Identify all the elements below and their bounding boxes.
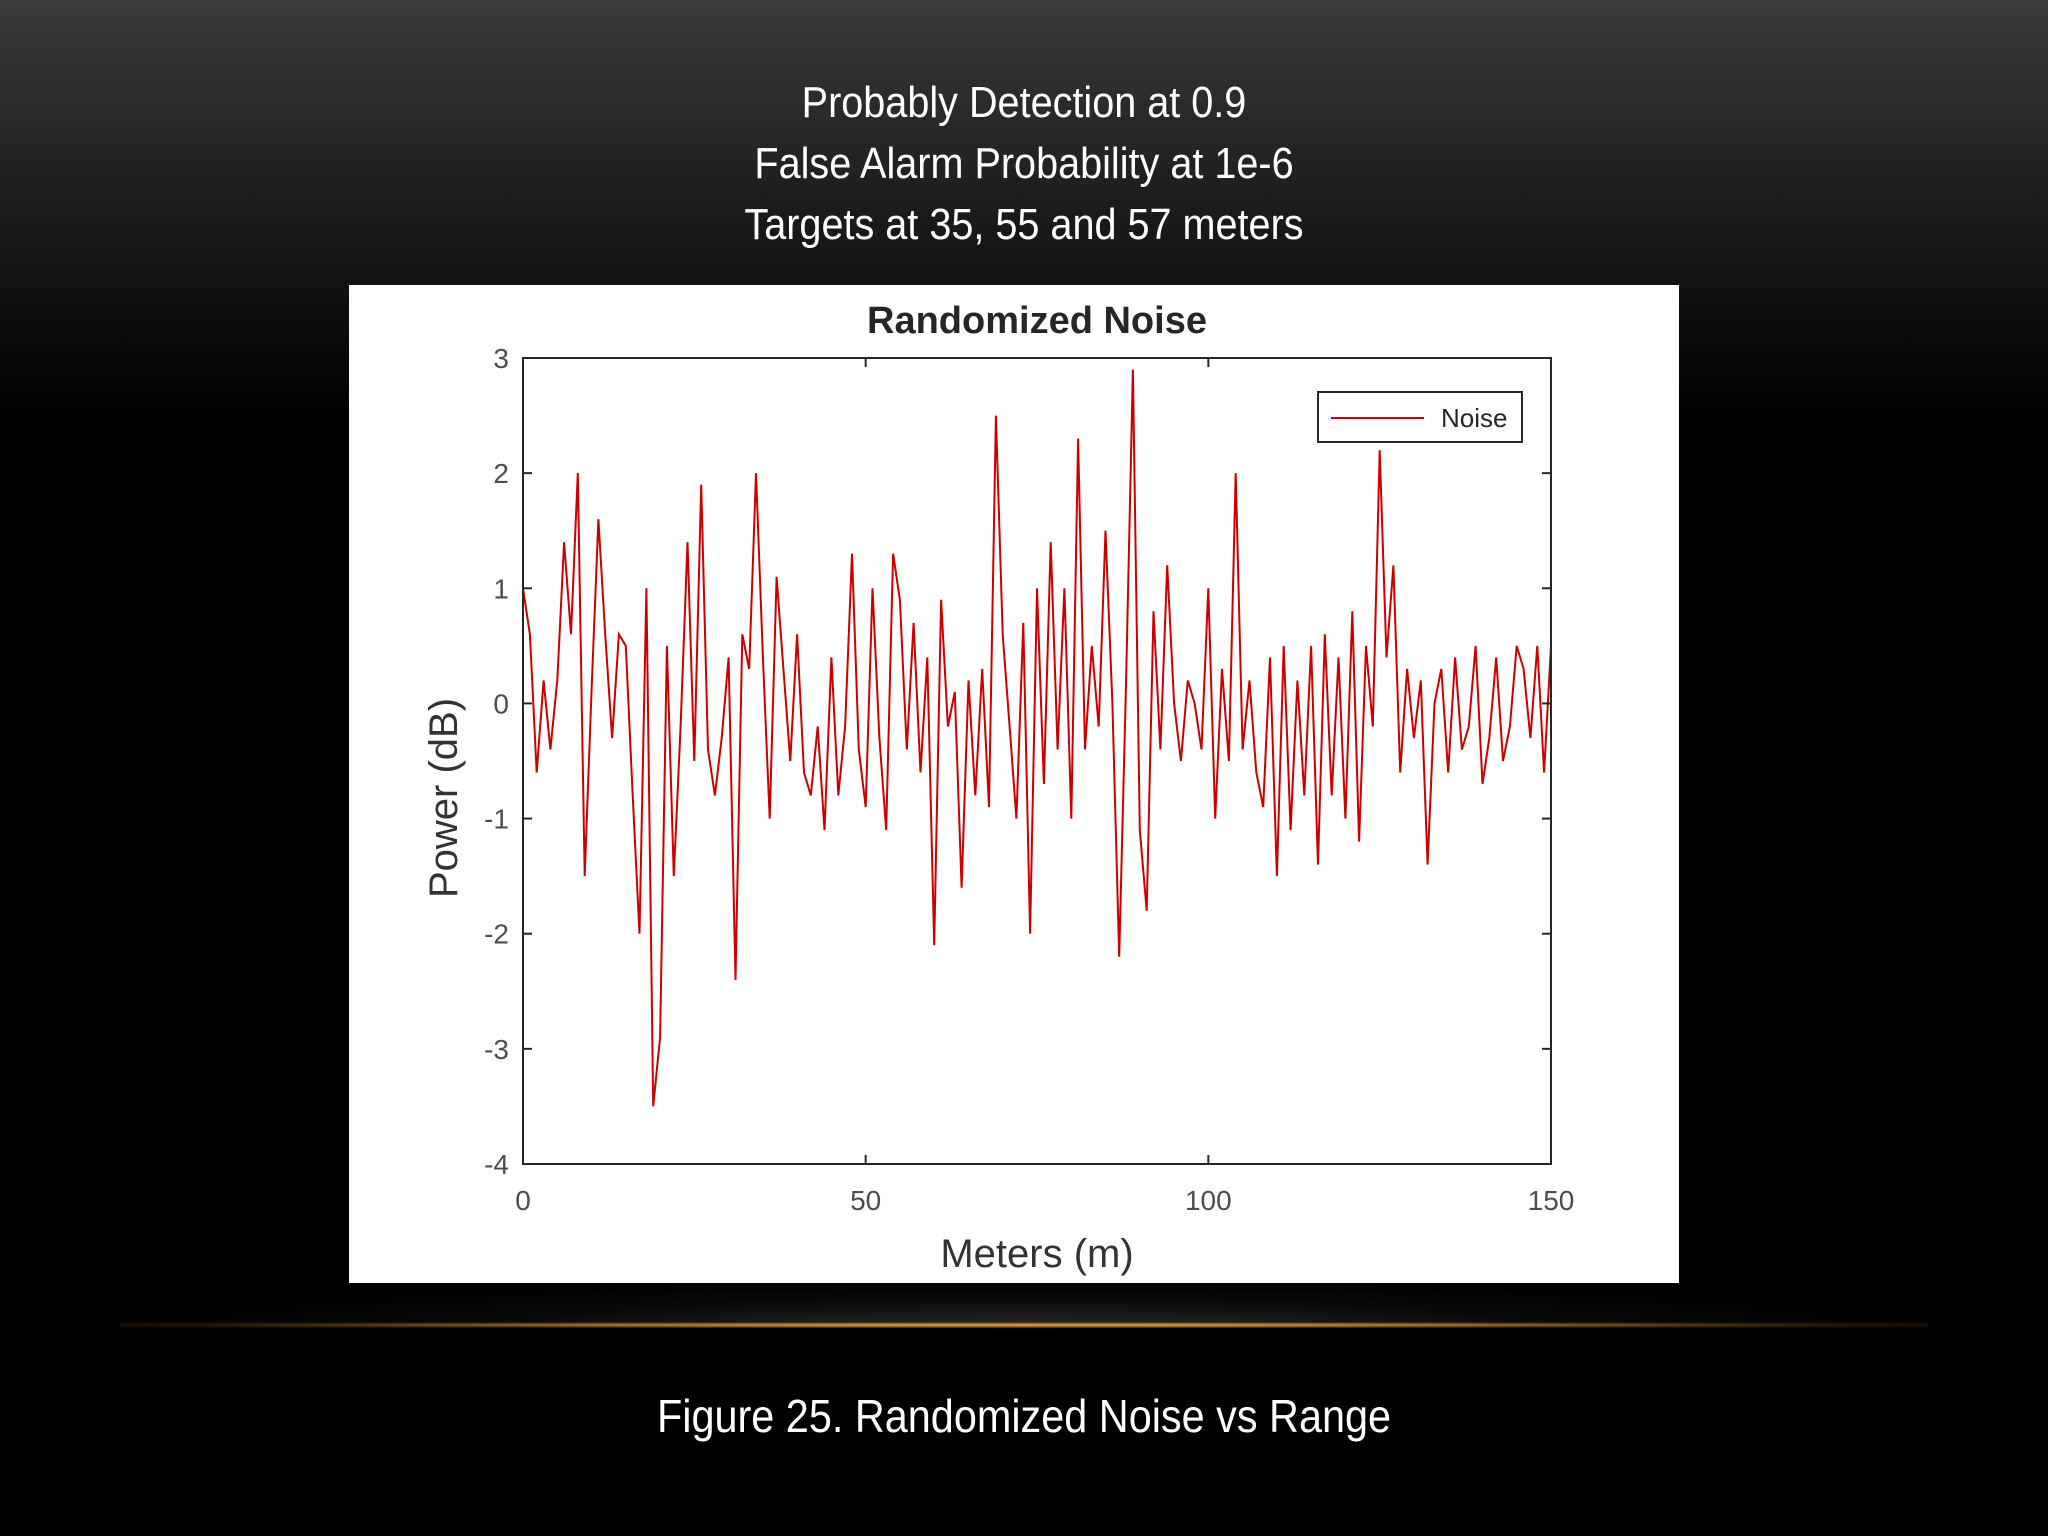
y-tick-label: 2: [493, 458, 509, 489]
y-tick-label: -3: [484, 1034, 509, 1065]
legend-label-noise: Noise: [1441, 403, 1507, 433]
series-line-noise: [522, 369, 1552, 1107]
chart-title: Randomized Noise: [867, 300, 1207, 342]
y-tick-label: 3: [493, 343, 509, 374]
y-tick-label: -2: [484, 919, 509, 950]
plot-area: 0 50 100 150 3 2 1 0 -1 -2 -3 -4: [484, 343, 1574, 1216]
x-tick-label: 50: [850, 1185, 881, 1216]
x-tick-label: 100: [1185, 1185, 1232, 1216]
x-axis-label: Meters (m): [940, 1232, 1133, 1276]
header-line-detection: Probably Detection at 0.9: [801, 78, 1247, 127]
axes-box: [522, 357, 1552, 1165]
legend: Noise: [1317, 391, 1523, 443]
figure-caption: Figure 25. Randomized Noise vs Range: [656, 1390, 1392, 1442]
header-line-false-alarm: False Alarm Probability at 1e-6: [754, 139, 1294, 188]
y-tick-label: 1: [493, 573, 509, 604]
gold-divider: [120, 1322, 1928, 1328]
divider-glow: [200, 1283, 1848, 1328]
header-line-targets: Targets at 35, 55 and 57 meters: [744, 200, 1304, 249]
x-tick-label: 150: [1528, 1185, 1575, 1216]
slide-header: Probably Detection at 0.9 False Alarm Pr…: [0, 72, 2048, 255]
y-tick-label: 0: [493, 688, 509, 719]
y-axis-label: Power (dB): [422, 698, 466, 898]
y-tick-label: -1: [484, 804, 509, 835]
x-tick-label: 0: [515, 1185, 531, 1216]
noise-chart: Randomized Noise 0 50 100 150 3 2 1 0 -1 -2 -3 -4 M…: [422, 300, 1574, 1276]
figure-panel: Randomized Noise 0 50 100 150 3 2 1 0 -1 -2 -3 -4 M…: [349, 285, 1679, 1283]
y-tick-label: -4: [484, 1149, 509, 1180]
